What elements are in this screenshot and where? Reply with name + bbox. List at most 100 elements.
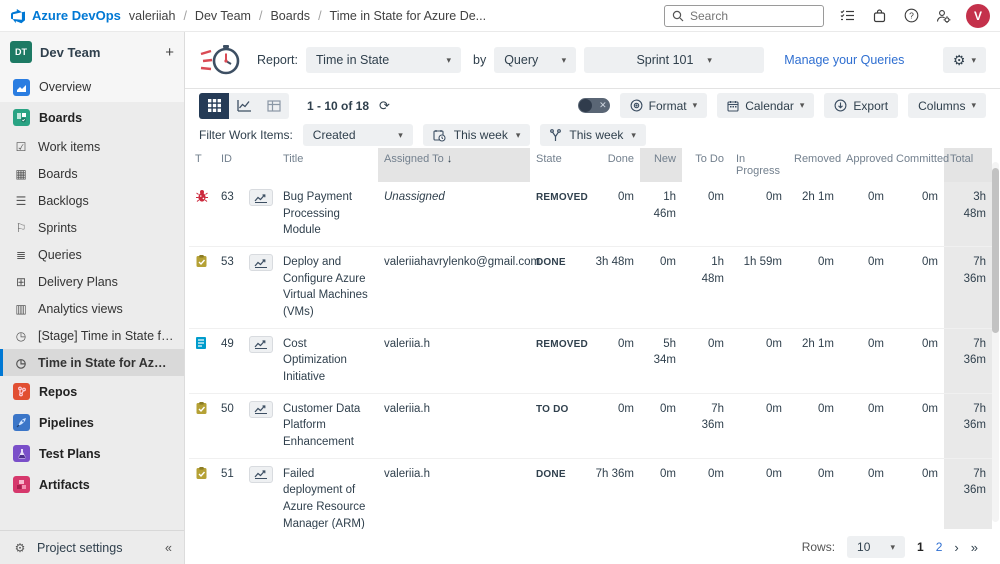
format-button[interactable]: Format ▾ (619, 93, 708, 118)
created-week-dropdown[interactable]: This week ▾ (422, 124, 531, 146)
row-chart-icon[interactable] (249, 335, 273, 353)
columns-button[interactable]: Columns ▾ (908, 93, 986, 118)
next-page-icon[interactable]: › (954, 539, 959, 555)
col-in-progress[interactable]: In Progress (736, 153, 781, 177)
sidebar-item-work-items[interactable]: ☑ Work items (0, 133, 184, 160)
col-approved[interactable]: Approved (846, 153, 894, 165)
help-icon[interactable]: ? (902, 7, 920, 25)
work-item-id: 50 (215, 393, 243, 459)
chevron-down-icon: ▾ (446, 54, 451, 65)
table-row-51[interactable]: 51 Failed deployment of Azure Resource M… (189, 458, 992, 529)
sidebar-item-test-plans[interactable]: Test Plans (0, 438, 184, 469)
row-chart-icon[interactable] (249, 189, 273, 206)
table-view-button[interactable] (259, 93, 289, 119)
export-button[interactable]: Export (824, 93, 899, 118)
my-work-icon[interactable] (838, 7, 856, 25)
marketplace-icon[interactable] (870, 7, 888, 25)
sidebar-item-analytics-views[interactable]: ▥ Analytics views (0, 295, 184, 322)
search-input[interactable] (690, 8, 800, 23)
col-chart (243, 148, 277, 182)
row-chart-icon[interactable] (249, 400, 273, 418)
sidebar-item-time-in-state[interactable]: ◷ Time in State for Azure DevO... (0, 349, 184, 376)
sidebar-item-sprints[interactable]: ⚐ Sprints (0, 214, 184, 241)
user-settings-icon[interactable] (934, 7, 952, 25)
rows-per-page-dropdown[interactable]: 10 ▾ (847, 536, 906, 558)
table-row-49[interactable]: 49 Cost Optimization Initiative valeriia… (189, 328, 992, 394)
search-icon (672, 10, 684, 22)
table-row-50[interactable]: 50 Customer Data Platform Enhancement va… (189, 393, 992, 459)
project-settings[interactable]: ⚙ Project settings « (0, 530, 184, 564)
bug-icon (195, 189, 209, 203)
table-row-63[interactable]: 63 Bug Payment Processing Module Unassig… (189, 182, 992, 248)
col-assigned-to[interactable]: Assigned To ↓ (378, 148, 530, 182)
col-todo[interactable]: To Do (695, 153, 724, 165)
work-item-id: 51 (215, 458, 243, 529)
row-chart-icon[interactable] (249, 254, 273, 272)
project-header[interactable]: DT Dev Team + (0, 32, 184, 72)
settings-dropdown[interactable]: ⚙ ▾ (942, 47, 986, 73)
chevron-down-icon: ▾ (631, 129, 636, 140)
breadcrumb-user[interactable]: valeriiah (128, 8, 176, 23)
compact-toggle[interactable]: ✕ (577, 98, 610, 113)
sidebar-item-artifacts[interactable]: Artifacts (0, 469, 184, 500)
user-avatar[interactable]: V (966, 3, 990, 28)
chart-view-button[interactable] (229, 93, 259, 119)
azure-devops-home-link[interactable]: Azure DevOps (10, 8, 121, 24)
col-state[interactable]: State (536, 153, 562, 165)
sidebar-item-backlogs[interactable]: ☰ Backlogs (0, 187, 184, 214)
chevron-down-icon: ▾ (890, 541, 896, 552)
assigned-to: valeriia.h (378, 393, 530, 459)
sidebar-item-boards-hub[interactable]: Boards (0, 102, 184, 133)
project-sidebar: DT Dev Team + Overview Boards ☑ Work ite… (0, 32, 185, 564)
sidebar-item-pipelines[interactable]: Pipelines (0, 407, 184, 438)
table-row-53[interactable]: 53 Deploy and Configure Azure Virtual Ma… (189, 246, 992, 329)
backlogs-icon: ☰ (15, 193, 27, 208)
search-box[interactable] (664, 4, 824, 27)
col-committed[interactable]: Committed (896, 153, 950, 165)
sidebar-item-overview[interactable]: Overview (0, 72, 184, 102)
sidebar-item-queries[interactable]: ≣ Queries (0, 241, 184, 268)
col-total[interactable]: Total (944, 148, 992, 182)
scrollbar-thumb[interactable] (992, 168, 999, 333)
manage-queries-link[interactable]: Manage your Queries (784, 53, 905, 67)
work-item-title: Deploy and Configure Azure Virtual Machi… (277, 246, 378, 329)
sprints-icon: ⚐ (15, 220, 27, 235)
query-dropdown[interactable]: Sprint 101 ▾ (584, 47, 765, 73)
sidebar-item-delivery-plans[interactable]: ⊞ Delivery Plans (0, 268, 184, 295)
col-id[interactable]: ID (221, 153, 232, 165)
sidebar-item-boards[interactable]: ▦ Boards (0, 160, 184, 187)
breadcrumb-project[interactable]: Dev Team (194, 8, 251, 23)
col-type[interactable]: T (195, 153, 202, 165)
state-value: DONE (536, 257, 566, 269)
sidebar-item-repos[interactable]: Repos (0, 376, 184, 407)
col-done[interactable]: Done (607, 153, 634, 165)
group-by-dropdown[interactable]: Query ▾ (494, 47, 577, 73)
vertical-scrollbar[interactable] (992, 162, 999, 522)
sort-desc-icon: ↓ (446, 153, 453, 165)
page-2[interactable]: 2 (935, 540, 943, 554)
state-value: DONE (536, 468, 566, 480)
time-in-state-logo (199, 41, 245, 79)
page-1[interactable]: 1 (917, 540, 924, 554)
sidebar-item-stage-time-in-state[interactable]: ◷ [Stage] Time in State for Azur... (0, 322, 184, 349)
last-page-icon[interactable]: » (970, 539, 978, 555)
refresh-icon[interactable]: ⟳ (379, 97, 390, 113)
report-type-dropdown[interactable]: Time in State ▾ (306, 47, 461, 73)
col-new[interactable]: New (640, 148, 682, 182)
work-item-id: 53 (215, 246, 243, 329)
col-title[interactable]: Title (283, 153, 304, 165)
assigned-to: valeriia.h (378, 458, 530, 529)
collapse-sidebar-icon[interactable]: « (165, 540, 172, 555)
col-removed[interactable]: Removed (794, 153, 842, 165)
calendar-button[interactable]: Calendar ▾ (717, 93, 815, 118)
resolved-week-dropdown[interactable]: This week ▾ (540, 124, 646, 146)
grid-view-button[interactable] (199, 92, 229, 119)
add-project-icon[interactable]: + (165, 43, 174, 61)
work-item-title: Failed deployment of Azure Resource Mana… (277, 458, 378, 529)
view-switcher (199, 92, 289, 119)
brand-name[interactable]: Azure DevOps (32, 8, 121, 23)
breadcrumb-hub[interactable]: Boards (270, 8, 311, 23)
filter-field-dropdown[interactable]: Created ▾ (302, 124, 413, 146)
row-chart-icon[interactable] (249, 465, 273, 483)
breadcrumb-page[interactable]: Time in State for Azure De... (329, 8, 487, 23)
